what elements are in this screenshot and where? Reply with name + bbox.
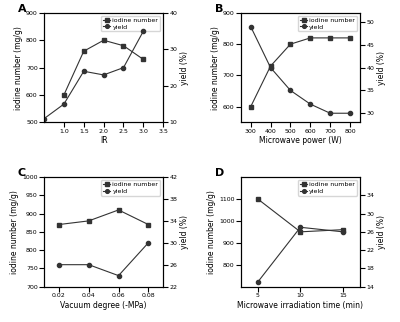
Line: iodine number: iodine number	[249, 36, 352, 109]
iodine number	[268, 64, 273, 68]
iodine number	[81, 49, 86, 53]
iodine number	[141, 57, 146, 61]
X-axis label: Microwave power (W): Microwave power (W)	[259, 137, 342, 146]
yield	[248, 25, 253, 29]
iodine number	[298, 230, 303, 234]
Line: iodine number: iodine number	[62, 38, 146, 97]
Y-axis label: yield (%): yield (%)	[180, 215, 189, 249]
yield	[340, 230, 345, 234]
Text: D: D	[214, 168, 224, 178]
yield	[308, 102, 313, 106]
Line: yield: yield	[256, 225, 345, 284]
Y-axis label: yield (%): yield (%)	[377, 51, 386, 85]
yield	[81, 69, 86, 73]
Text: B: B	[214, 4, 223, 14]
iodine number	[121, 44, 126, 48]
yield	[328, 111, 332, 115]
X-axis label: Microwave irradiation time (min): Microwave irradiation time (min)	[237, 301, 363, 310]
iodine number	[62, 93, 66, 97]
Legend: iodine number, yield: iodine number, yield	[298, 180, 357, 196]
yield	[348, 111, 352, 115]
Y-axis label: yield (%): yield (%)	[180, 51, 189, 85]
yield	[42, 117, 46, 121]
Y-axis label: iodine number (mg/g): iodine number (mg/g)	[211, 26, 220, 109]
iodine number	[146, 223, 151, 226]
yield	[121, 66, 126, 70]
yield	[146, 241, 151, 245]
yield	[255, 280, 260, 284]
Text: A: A	[18, 4, 26, 14]
Legend: iodine number, yield: iodine number, yield	[298, 16, 357, 32]
iodine number	[308, 36, 313, 40]
Line: yield: yield	[57, 241, 150, 278]
iodine number	[328, 36, 332, 40]
yield	[86, 263, 91, 267]
iodine number	[255, 197, 260, 201]
X-axis label: IR: IR	[100, 137, 108, 146]
Y-axis label: iodine number (mg/g): iodine number (mg/g)	[14, 26, 23, 109]
Y-axis label: iodine number (mg/g): iodine number (mg/g)	[207, 190, 216, 274]
Line: iodine number: iodine number	[57, 208, 150, 227]
yield	[116, 274, 121, 278]
yield	[62, 102, 66, 106]
Line: iodine number: iodine number	[256, 197, 345, 234]
iodine number	[116, 208, 121, 212]
iodine number	[86, 219, 91, 223]
yield	[288, 89, 293, 92]
iodine number	[348, 36, 352, 40]
iodine number	[248, 105, 253, 109]
iodine number	[340, 228, 345, 232]
Legend: iodine number, yield: iodine number, yield	[101, 16, 160, 32]
yield	[141, 29, 146, 33]
Legend: iodine number, yield: iodine number, yield	[101, 180, 160, 196]
Line: yield: yield	[42, 29, 146, 121]
yield	[268, 66, 273, 70]
Y-axis label: yield (%): yield (%)	[377, 215, 386, 249]
iodine number	[101, 38, 106, 42]
Line: yield: yield	[249, 24, 352, 115]
yield	[56, 263, 61, 267]
Text: C: C	[18, 168, 26, 178]
iodine number	[288, 42, 293, 46]
Y-axis label: iodine number (mg/g): iodine number (mg/g)	[10, 190, 20, 274]
iodine number	[56, 223, 61, 226]
X-axis label: Vacuum degree (-MPa): Vacuum degree (-MPa)	[60, 301, 147, 310]
yield	[298, 225, 303, 229]
yield	[101, 73, 106, 77]
